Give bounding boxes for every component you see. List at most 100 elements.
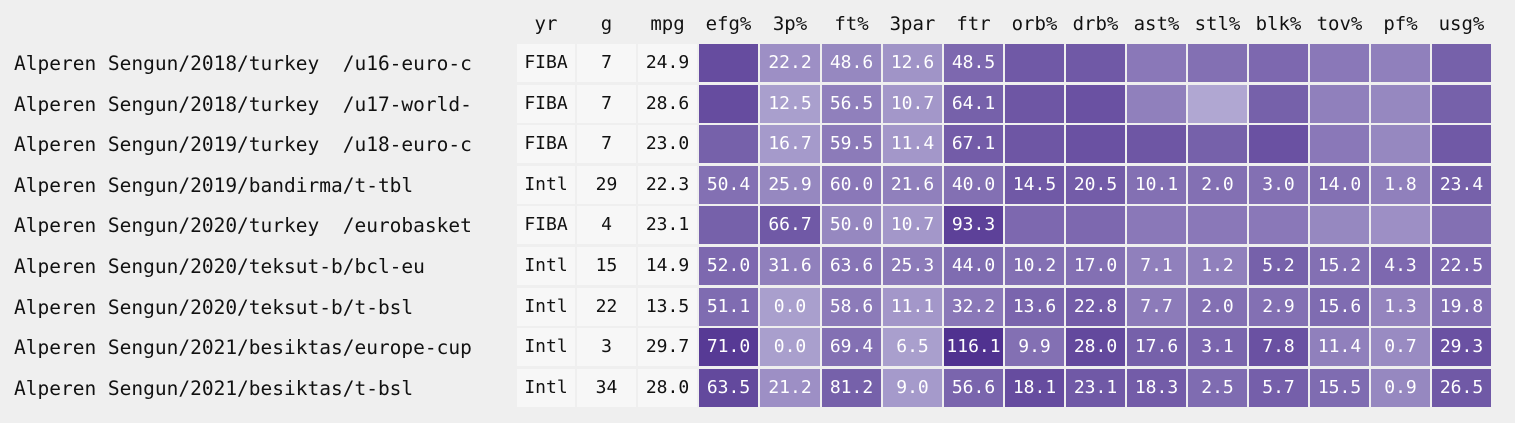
heatmap-cell: 1.3: [1371, 287, 1430, 326]
heatmap-cell: 20.5: [1066, 165, 1125, 204]
heatmap-cell: [699, 206, 758, 245]
heatmap-cell: [1066, 44, 1125, 82]
heatmap-cell: 9.0: [883, 368, 942, 407]
heatmap-cell: 10.7: [883, 84, 942, 123]
heatmap-cell: 5.7: [1249, 368, 1308, 407]
heatmap-cell: FIBA: [517, 206, 575, 245]
heatmap-cell: 23.4: [1432, 165, 1491, 204]
heatmap-cell: 18.3: [1127, 368, 1186, 407]
heatmap-cell: 116.1: [944, 328, 1003, 367]
heatmap-cell: 22.3: [638, 165, 697, 204]
heatmap-cell: [1005, 206, 1064, 245]
heatmap-cell: 28.0: [1066, 328, 1125, 367]
heatmap-cell: 12.6: [883, 44, 942, 82]
column-header-ft-pct: ft%: [834, 13, 869, 35]
heatmap-cell: [1066, 125, 1125, 164]
heatmap-cell: 0.0: [760, 287, 820, 326]
heatmap-cell: [1005, 125, 1064, 164]
heatmap-cell: 16.7: [760, 125, 820, 164]
heatmap-cell: 7: [577, 44, 636, 82]
heatmap-cell: 0.9: [1371, 368, 1430, 407]
heatmap-cell: 32.2: [944, 287, 1003, 326]
heatmap-cell: 23.0: [638, 125, 697, 164]
column-header-drb-pct: drb%: [1072, 13, 1119, 35]
heatmap-cell: 2.5: [1188, 368, 1247, 407]
heatmap-cell: Intl: [517, 165, 575, 204]
heatmap-cell: 15.6: [1310, 287, 1369, 326]
row-label: Alperen Sengun/2020/teksut-b/t-bsl: [14, 295, 414, 319]
heatmap-cell: 25.3: [883, 247, 942, 285]
column-header-yr: yr: [534, 13, 558, 35]
heatmap-cell: 50.4: [699, 165, 758, 204]
row-label: Alperen Sengun/2020/teksut-b/bcl-eu: [14, 255, 425, 278]
heatmap-cell: [1188, 44, 1247, 82]
heatmap-cell: 64.1: [944, 84, 1003, 123]
heatmap-cell: 5.2: [1249, 247, 1308, 285]
column-header-g: g: [600, 13, 613, 35]
heatmap-cell: [1432, 44, 1491, 82]
heatmap-cell: [1188, 206, 1247, 245]
column-header-ast-pct: ast%: [1133, 13, 1180, 35]
heatmap-cell: 0.0: [760, 328, 820, 367]
column-header-orb-pct: orb%: [1011, 13, 1058, 35]
column-header-usg-pct: usg%: [1438, 13, 1485, 35]
heatmap-cell: 12.5: [760, 84, 820, 123]
heatmap-cell: 7.1: [1127, 247, 1186, 285]
heatmap-cell: [1310, 206, 1369, 245]
row-label: Alperen Sengun/2018/turkey /u17-world-: [14, 92, 472, 116]
heatmap-cell: Intl: [517, 287, 575, 326]
heatmap-cell: 3.1: [1188, 328, 1247, 367]
heatmap-cell: [1005, 84, 1064, 123]
heatmap-cell: 22.5: [1432, 247, 1491, 285]
heatmap-cell: 10.7: [883, 206, 942, 245]
heatmap-cell: 21.2: [760, 368, 820, 407]
heatmap-cell: 63.6: [822, 247, 881, 285]
heatmap-cell: [1066, 84, 1125, 123]
heatmap-cell: Intl: [517, 368, 575, 407]
heatmap-cell: 7: [577, 125, 636, 164]
column-header-pf-pct: pf%: [1383, 13, 1418, 35]
heatmap-cell: 66.7: [760, 206, 820, 245]
heatmap-cell: 10.1: [1127, 165, 1186, 204]
heatmap-cell: 52.0: [699, 247, 758, 285]
heatmap-cell: 51.1: [699, 287, 758, 326]
heatmap-cell: 0.7: [1371, 328, 1430, 367]
heatmap-cell: 22.8: [1066, 287, 1125, 326]
column-header-blk-pct: blk%: [1255, 13, 1302, 35]
heatmap-cell: Intl: [517, 247, 575, 285]
heatmap-cell: [1127, 125, 1186, 164]
column-header-mpg: mpg: [650, 13, 685, 35]
heatmap-cell: 50.0: [822, 206, 881, 245]
heatmap-cell: 23.1: [1066, 368, 1125, 407]
heatmap-cell: [1005, 44, 1064, 82]
heatmap-cell: 15: [577, 247, 636, 285]
heatmap-cell: 7.7: [1127, 287, 1186, 326]
heatmap-cell: [699, 125, 758, 164]
heatmap-cell: 4: [577, 206, 636, 245]
column-header-3par: 3par: [889, 13, 936, 35]
heatmap-cell: FIBA: [517, 44, 575, 82]
heatmap-cell: [1249, 125, 1308, 164]
heatmap-cell: 22: [577, 287, 636, 326]
heatmap-cell: 93.3: [944, 206, 1003, 245]
heatmap-cell: 23.1: [638, 206, 697, 245]
heatmap-cell: 4.3: [1371, 247, 1430, 285]
heatmap-cell: 71.0: [699, 328, 758, 367]
heatmap-cell: [699, 44, 758, 82]
column-header-stl-pct: stl%: [1194, 13, 1241, 35]
heatmap-cell: [1371, 44, 1430, 82]
heatmap-cell: 48.6: [822, 44, 881, 82]
heatmap-cell: 48.5: [944, 44, 1003, 82]
heatmap-cell: [1371, 206, 1430, 245]
heatmap-cell: FIBA: [517, 125, 575, 164]
heatmap-cell: [1188, 125, 1247, 164]
heatmap-cell: 59.5: [822, 125, 881, 164]
heatmap-cell: 29: [577, 165, 636, 204]
heatmap-cell: 28.0: [638, 368, 697, 407]
row-label: Alperen Sengun/2018/turkey /u16-euro-c: [14, 52, 472, 75]
heatmap-cell: [1310, 125, 1369, 164]
heatmap-cell: 11.1: [883, 287, 942, 326]
heatmap-cell: 24.9: [638, 44, 697, 82]
heatmap-cell: [1127, 206, 1186, 245]
